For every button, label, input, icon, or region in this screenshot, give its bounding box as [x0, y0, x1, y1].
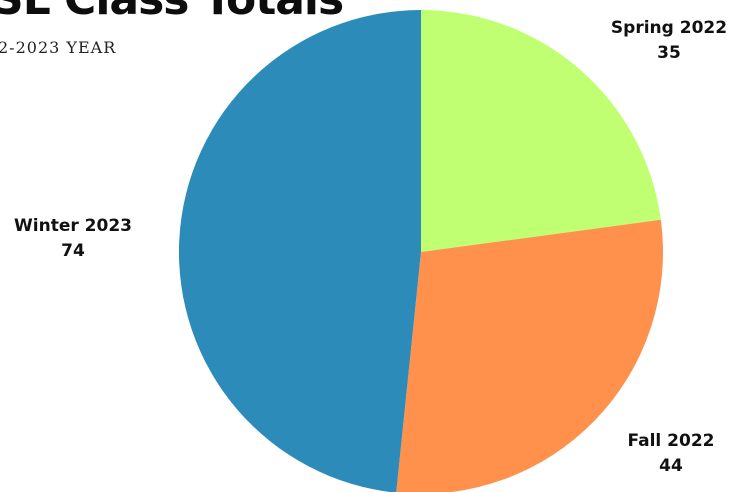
pie-slice-fall-2022	[396, 219, 663, 492]
slice-label-spring-2022: Spring 2022 35	[611, 16, 727, 66]
slice-label-fall-2022: Fall 2022 44	[628, 429, 715, 479]
slice-label-value: 35	[657, 43, 681, 63]
pie-slice-winter-2023	[179, 10, 421, 492]
slice-label-name: Spring 2022	[610, 18, 728, 38]
slice-label-winter-2023: Winter 2023 74	[14, 214, 132, 264]
slice-label-value: 74	[61, 241, 85, 261]
slice-label-name: Winter 2023	[14, 216, 132, 236]
chart-subtitle: 2-2023 YEAR	[0, 38, 117, 57]
slice-label-value: 44	[659, 456, 683, 476]
pie-slice-spring-2022	[421, 10, 661, 252]
slice-label-name: Fall 2022	[627, 431, 715, 451]
chart-title: SL Class Totals	[0, 0, 344, 25]
